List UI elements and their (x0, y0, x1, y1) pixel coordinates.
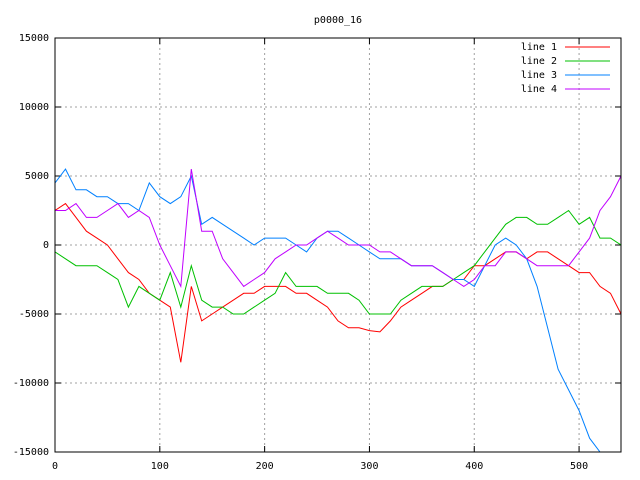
data-line (55, 209, 621, 315)
x-tick-label: 100 (151, 461, 169, 472)
y-tick-label: 15000 (19, 33, 49, 44)
y-tick-label: 5000 (25, 171, 49, 182)
plot-border (54, 37, 622, 453)
x-tick-label: 500 (570, 461, 588, 472)
x-tick-label: 200 (256, 461, 274, 472)
x-tick-label: 0 (52, 461, 58, 472)
chart-title: p0000_16 (314, 15, 362, 26)
legend-label: line 2 (521, 56, 557, 67)
legend-label: line 3 (521, 70, 557, 81)
legend-label: line 4 (521, 84, 557, 95)
y-tick-label: -15000 (13, 447, 49, 458)
x-tick-label: 300 (360, 461, 378, 472)
x-tick-label: 400 (465, 461, 483, 472)
data-line (55, 169, 621, 289)
legend-label: line 1 (521, 42, 557, 53)
y-tick-label: -10000 (13, 378, 49, 389)
y-tick-label: -5000 (19, 309, 49, 320)
y-tick-label: 0 (43, 240, 49, 251)
y-tick-label: 10000 (19, 102, 49, 113)
